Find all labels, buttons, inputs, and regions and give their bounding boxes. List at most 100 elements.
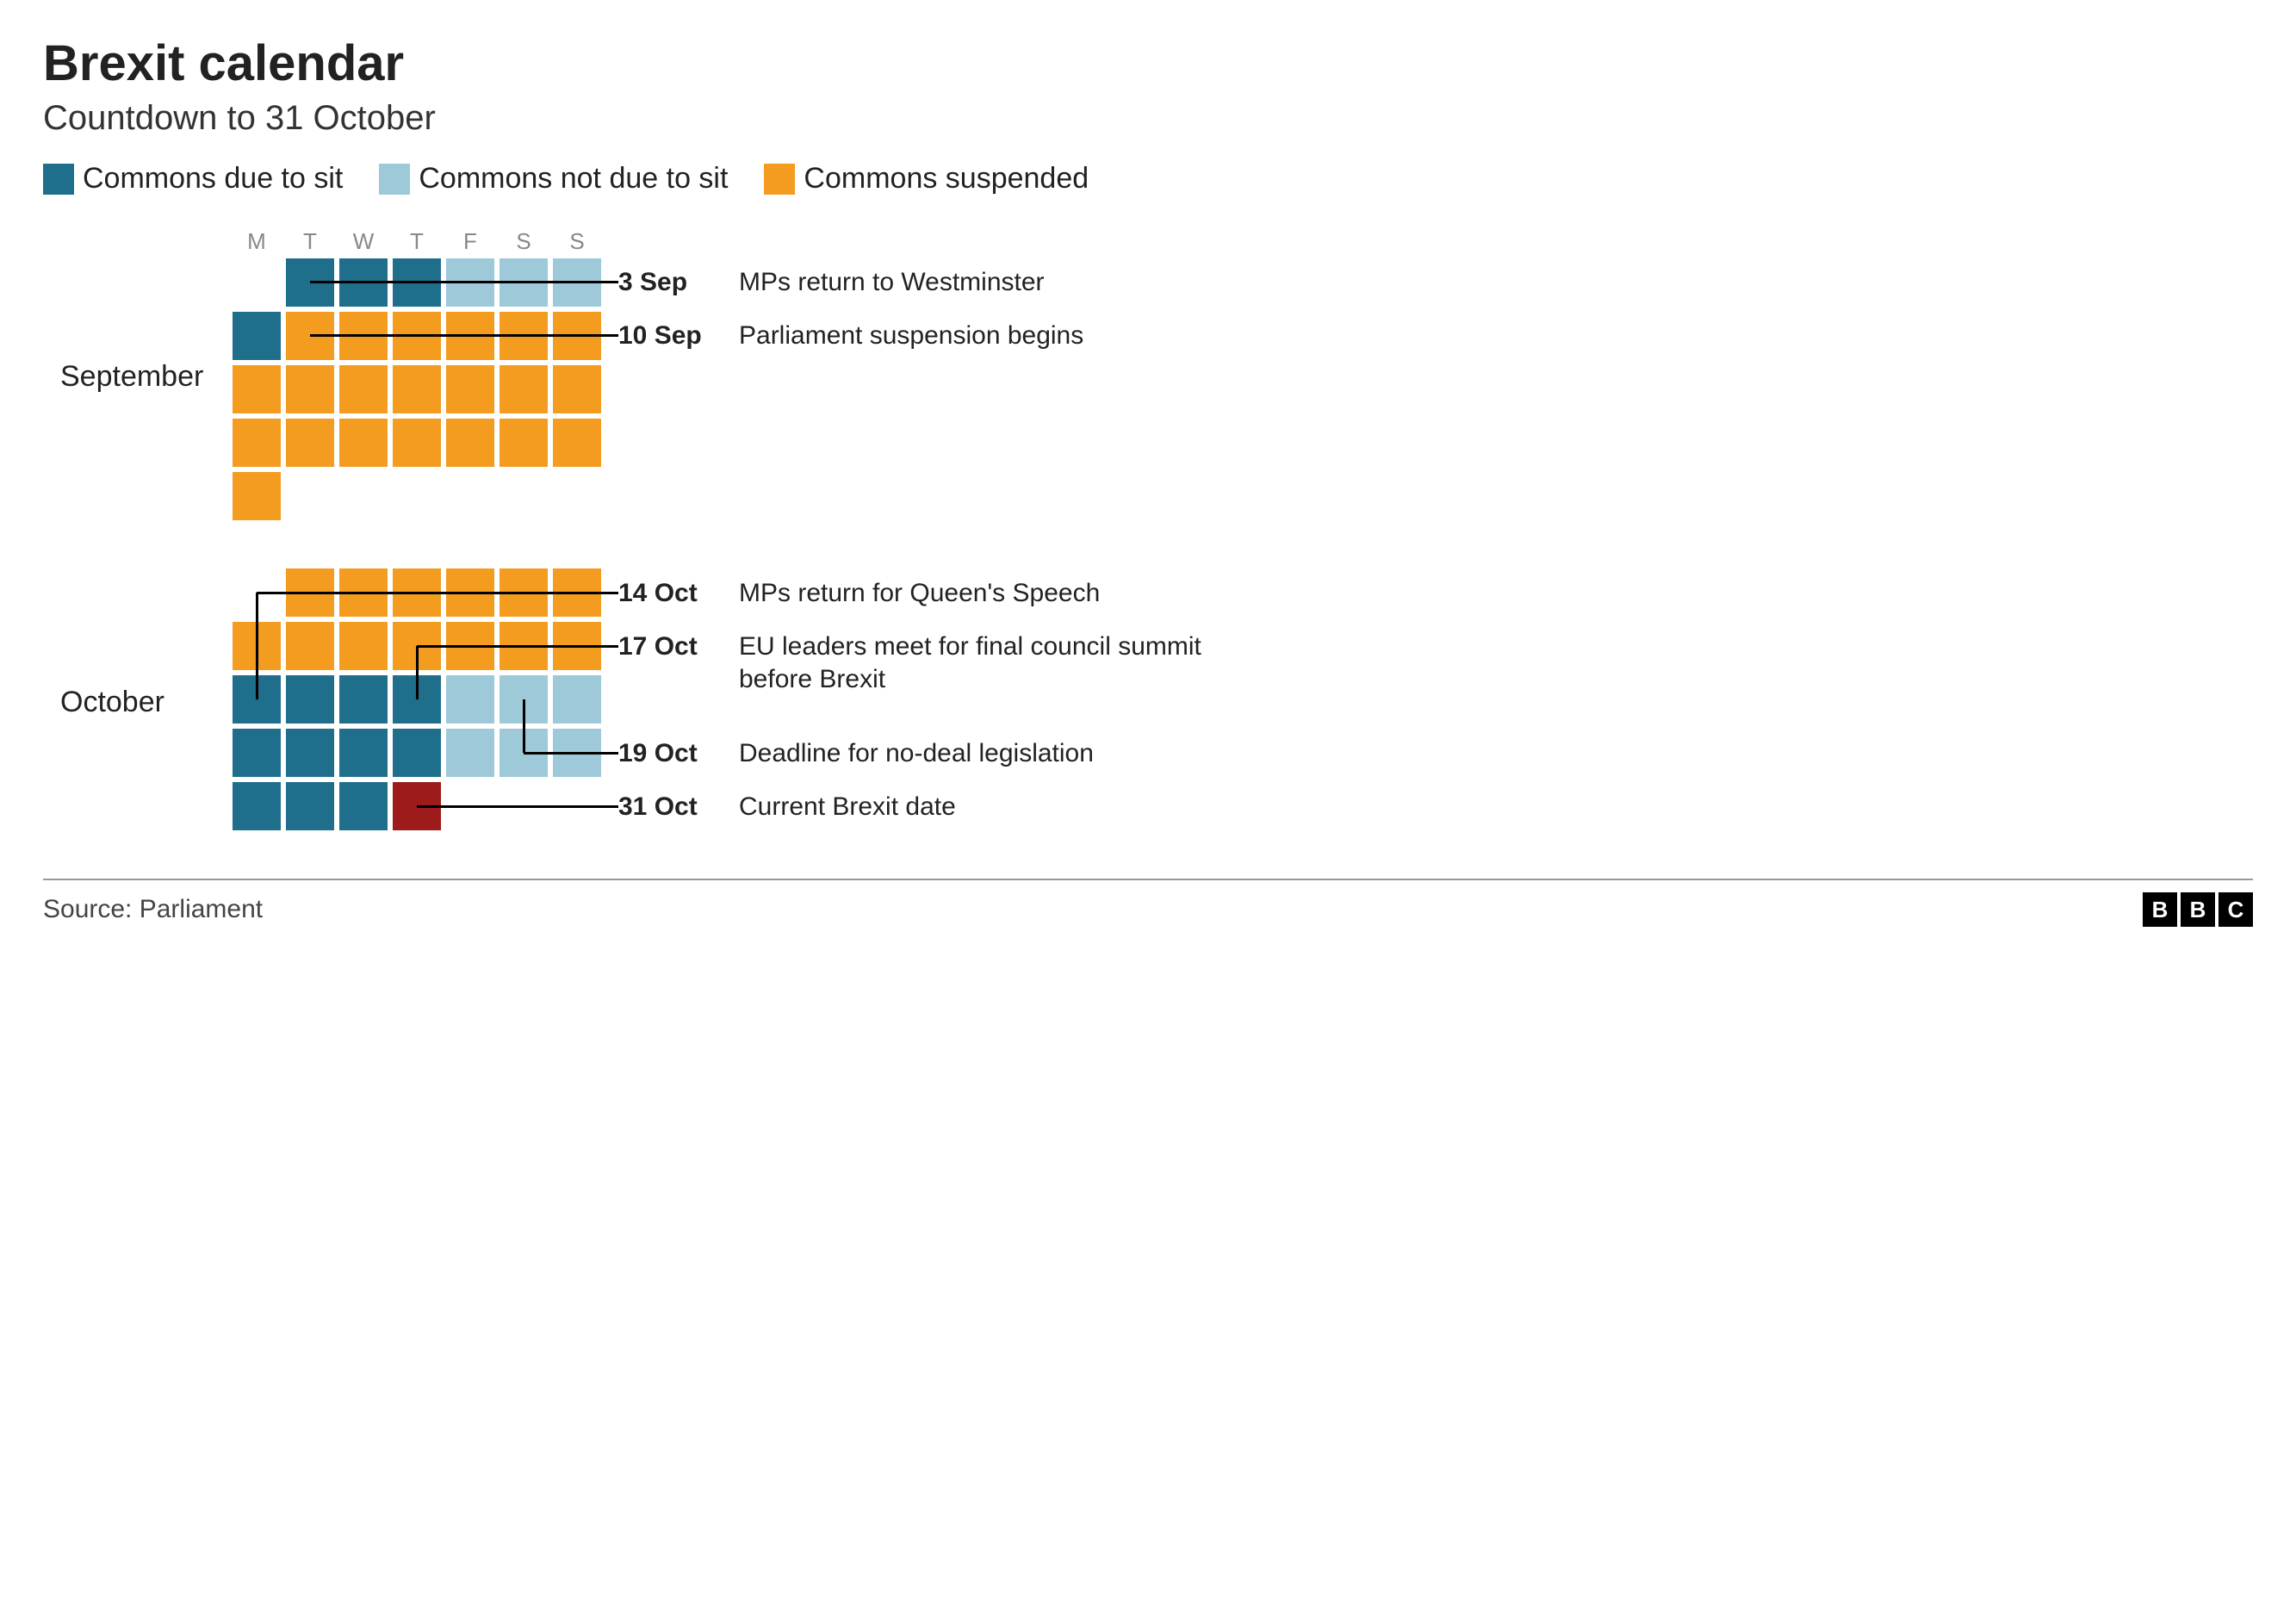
bbc-logo-letter: B [2143,892,2177,927]
annotation-text: 17 Oct EU leaders meet for final council … [618,630,1256,695]
day-cell [446,729,494,777]
day-cell [286,782,334,830]
bbc-logo: BBC [2143,892,2253,927]
month-block: SeptemberMTWTFSS3 SepMPs return to Westm… [60,228,2253,525]
day-cell [233,472,281,520]
day-cell [339,782,388,830]
annotation-text: 10 Sep Parliament suspension begins [618,320,1256,352]
day-cell [286,729,334,777]
day-cell [500,472,548,520]
bbc-logo-letter: C [2218,892,2253,927]
day-cell [393,729,441,777]
source-text: Source: Parliament [43,895,263,924]
chart-subtitle: Countdown to 31 October [43,99,2253,138]
annotation-line [310,334,618,337]
annotation-description: Deadline for no-deal legislation [739,737,1256,770]
day-cell [393,365,441,413]
legend-label: Commons due to sit [83,162,343,196]
annotation-line [256,593,258,699]
day-cell [339,675,388,724]
day-cell [286,472,334,520]
day-cell [553,365,601,413]
annotation-line [257,592,618,594]
day-header: F [446,228,494,255]
annotation-text: 14 Oct MPs return for Queen's Speech [618,577,1256,610]
legend-swatch [379,164,410,195]
day-cell [339,622,388,670]
annotation-line [417,805,618,808]
day-header: S [553,228,601,255]
annotation-date: 31 Oct [618,792,713,822]
calendar-grid: MTWTFSS3 SepMPs return to Westminster10 … [233,228,601,525]
annotation-text: 19 Oct Deadline for no-deal legislation [618,737,1256,770]
day-cell [393,419,441,467]
annotation-description: Parliament suspension begins [739,320,1256,352]
day-header: M [233,228,281,255]
annotation-text: 31 Oct Current Brexit date [618,791,1256,823]
annotation-date: 17 Oct [618,632,713,662]
day-cell [339,729,388,777]
day-cell [286,419,334,467]
legend-item: Commons due to sit [43,162,343,196]
legend: Commons due to sit Commons not due to sit… [43,162,2253,196]
annotation-line [524,752,618,755]
day-cell [446,675,494,724]
day-cell [233,312,281,360]
day-cell [233,258,281,307]
legend-label: Commons not due to sit [419,162,728,196]
day-cell [446,472,494,520]
month-block: October14 OctMPs return for Queen's Spee… [60,568,2253,835]
day-cell [286,365,334,413]
legend-label: Commons suspended [804,162,1089,196]
annotation-date: 3 Sep [618,268,713,297]
annotation-line [310,281,618,283]
chart-title: Brexit calendar [43,34,2253,92]
day-cell [286,622,334,670]
calendar-container: SeptemberMTWTFSS3 SepMPs return to Westm… [60,228,2253,835]
day-header: S [500,228,548,255]
annotation-line [416,646,419,699]
annotation-text: 3 Sep MPs return to Westminster [618,266,1256,299]
day-cell [553,419,601,467]
annotation-line [417,645,618,648]
annotation-line [523,699,525,753]
annotation-description: EU leaders meet for final council summit… [739,630,1256,695]
annotation-date: 10 Sep [618,321,713,351]
month-label: October [60,686,233,719]
annotation-date: 19 Oct [618,739,713,768]
day-cell [553,675,601,724]
legend-swatch [43,164,74,195]
footer: Source: Parliament BBC [43,879,2253,927]
day-cell [233,782,281,830]
week-row [233,365,601,413]
day-header: T [393,228,441,255]
day-cell [500,365,548,413]
legend-item: Commons not due to sit [379,162,728,196]
day-cell [446,419,494,467]
month-label: September [60,360,233,394]
annotation-description: Current Brexit date [739,791,1256,823]
bbc-logo-letter: B [2181,892,2215,927]
annotation-description: MPs return to Westminster [739,266,1256,299]
day-cell [339,472,388,520]
day-cell [233,419,281,467]
day-cell [339,419,388,467]
day-cell [393,472,441,520]
week-row [233,419,601,467]
day-cell [553,472,601,520]
week-row [233,472,601,520]
day-cell [500,419,548,467]
day-cell [339,365,388,413]
day-cell [233,729,281,777]
annotation-description: MPs return for Queen's Speech [739,577,1256,610]
legend-item: Commons suspended [764,162,1089,196]
legend-swatch [764,164,795,195]
calendar-grid: 14 OctMPs return for Queen's Speech17 Oc… [233,568,601,835]
annotation-date: 14 Oct [618,579,713,608]
day-cell [286,675,334,724]
day-header: T [286,228,334,255]
day-headers: MTWTFSS [233,228,601,255]
day-header: W [339,228,388,255]
day-cell [233,365,281,413]
day-cell [446,365,494,413]
